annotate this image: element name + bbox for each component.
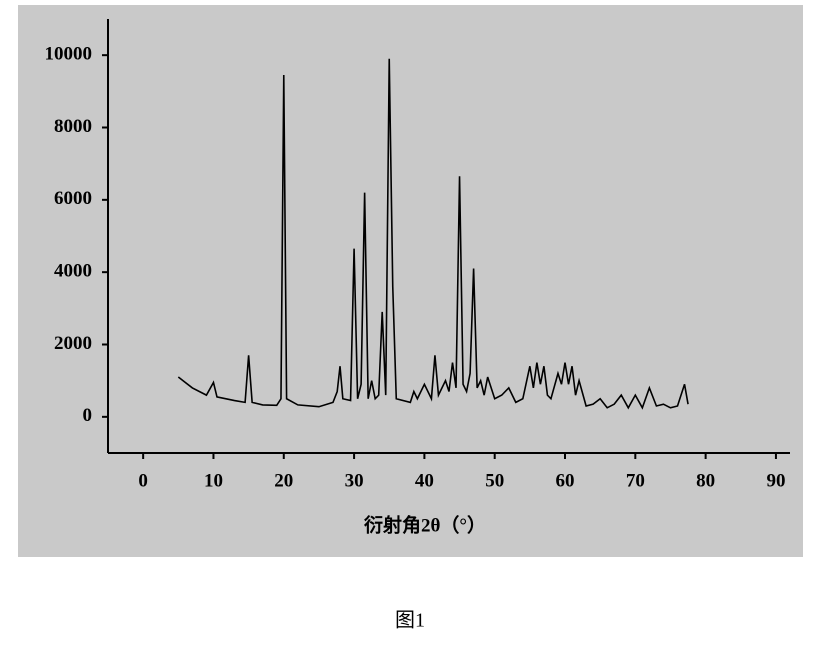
x-tick-label: 0: [138, 470, 148, 491]
x-tick-label: 50: [485, 470, 504, 491]
x-tick-label: 60: [556, 470, 575, 491]
x-tick-label: 40: [415, 470, 434, 491]
y-tick-label: 8000: [54, 116, 92, 137]
y-tick-label: 0: [83, 405, 93, 426]
x-tick-label: 90: [766, 470, 785, 491]
x-tick-label: 80: [696, 470, 715, 491]
x-axis-title: 衍射角2θ（°）: [363, 513, 486, 536]
x-tick-label: 30: [345, 470, 364, 491]
y-tick-label: 4000: [54, 261, 92, 282]
x-tick-label: 10: [204, 470, 223, 491]
x-tick-label: 20: [274, 470, 293, 491]
y-tick-label: 6000: [54, 188, 92, 209]
y-tick-label: 2000: [54, 333, 92, 354]
plot-background: [18, 5, 803, 557]
data-line: [177, 58, 689, 410]
x-tick-label: 70: [626, 470, 645, 491]
caption: 图1: [395, 610, 425, 632]
y-tick-label: 10000: [45, 44, 93, 65]
